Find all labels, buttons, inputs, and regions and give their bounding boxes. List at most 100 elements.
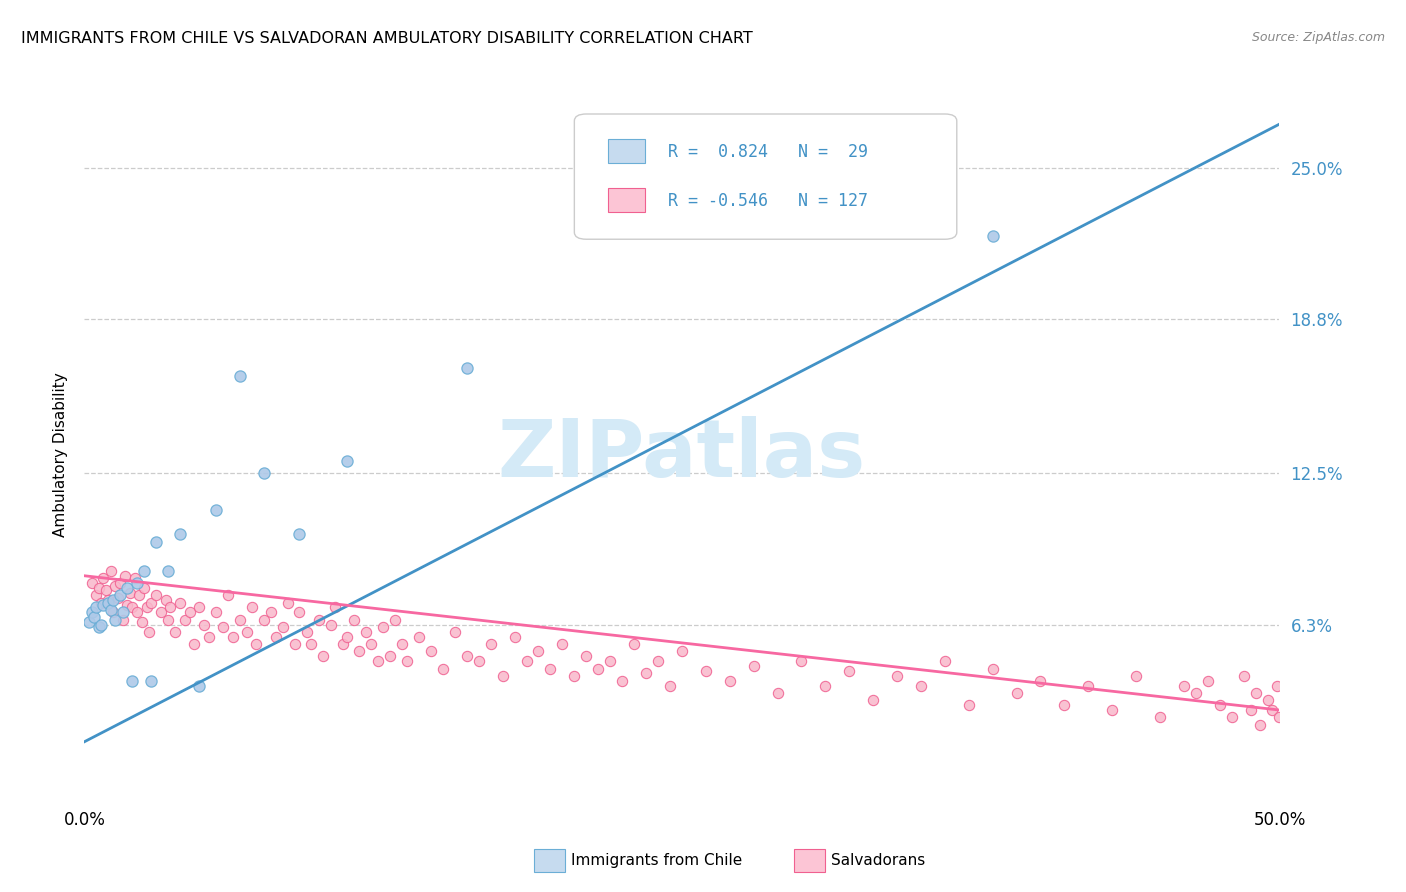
Point [80, 576, 103, 591]
Point [312, 649, 335, 664]
Point [391, 637, 413, 651]
Point [742, 659, 765, 673]
Text: Immigrants from Chile: Immigrants from Chile [571, 854, 742, 868]
Point [1053, 698, 1076, 713]
Point [125, 576, 148, 591]
Point [217, 588, 239, 602]
Point [981, 229, 1004, 244]
FancyBboxPatch shape [607, 188, 645, 212]
Point [110, 588, 132, 602]
Text: Salvadorans: Salvadorans [831, 854, 925, 868]
Point [432, 661, 454, 675]
Point [456, 649, 478, 664]
Point [155, 593, 177, 607]
Point [957, 698, 980, 713]
Point [253, 613, 276, 627]
Point [80, 606, 103, 620]
Point [396, 654, 419, 668]
Point [124, 571, 146, 585]
Point [1029, 673, 1052, 688]
Point [612, 673, 634, 688]
Point [380, 649, 402, 664]
Point [575, 649, 598, 664]
Point [332, 637, 354, 651]
Point [111, 613, 134, 627]
Point [221, 630, 243, 644]
Point [193, 617, 215, 632]
Point [1197, 673, 1219, 688]
Point [288, 527, 311, 541]
Point [132, 564, 156, 578]
Point [117, 598, 139, 612]
Point [288, 606, 311, 620]
Point [319, 617, 342, 632]
Point [1077, 679, 1099, 693]
Point [599, 654, 621, 668]
Point [1265, 679, 1288, 693]
Point [343, 613, 366, 627]
Point [165, 624, 187, 639]
Point [862, 693, 884, 707]
Text: Source: ZipAtlas.com: Source: ZipAtlas.com [1251, 31, 1385, 45]
Point [659, 679, 682, 693]
Point [245, 637, 267, 651]
Point [253, 467, 276, 481]
Point [205, 503, 228, 517]
Point [83, 610, 105, 624]
Point [169, 596, 191, 610]
Point [212, 620, 235, 634]
Point [149, 606, 172, 620]
Point [107, 591, 129, 605]
Point [229, 613, 252, 627]
Point [132, 581, 156, 595]
Point [671, 644, 693, 658]
Point [516, 654, 538, 668]
Point [1220, 710, 1243, 724]
Point [173, 613, 195, 627]
Point [93, 598, 115, 612]
Point [260, 606, 283, 620]
Point [87, 581, 110, 595]
Point [131, 615, 153, 629]
Point [695, 664, 717, 678]
Point [814, 679, 837, 693]
Point [1244, 686, 1267, 700]
Point [373, 620, 395, 634]
Point [718, 673, 741, 688]
Point [1149, 710, 1171, 724]
Point [790, 654, 813, 668]
Point [188, 679, 211, 693]
Point [145, 534, 167, 549]
Point [838, 664, 860, 678]
FancyBboxPatch shape [575, 114, 957, 239]
Point [101, 606, 124, 620]
Point [97, 596, 120, 610]
Point [86, 600, 108, 615]
Point [264, 630, 287, 644]
Point [588, 661, 610, 675]
Point [468, 654, 491, 668]
Point [188, 600, 211, 615]
Text: R = -0.546   N = 127: R = -0.546 N = 127 [668, 193, 868, 211]
Point [564, 669, 586, 683]
Point [77, 615, 100, 629]
Point [647, 654, 669, 668]
Point [205, 606, 228, 620]
Point [492, 669, 515, 683]
Point [121, 600, 143, 615]
Point [479, 637, 502, 651]
Point [94, 583, 117, 598]
Point [308, 613, 330, 627]
Point [981, 661, 1004, 675]
Point [104, 578, 127, 592]
Point [284, 637, 307, 651]
Point [503, 630, 526, 644]
Point [384, 613, 406, 627]
Point [356, 624, 378, 639]
Point [100, 603, 122, 617]
Point [145, 588, 167, 602]
FancyBboxPatch shape [607, 139, 645, 163]
Point [271, 620, 294, 634]
Point [1268, 710, 1291, 724]
Point [104, 613, 127, 627]
